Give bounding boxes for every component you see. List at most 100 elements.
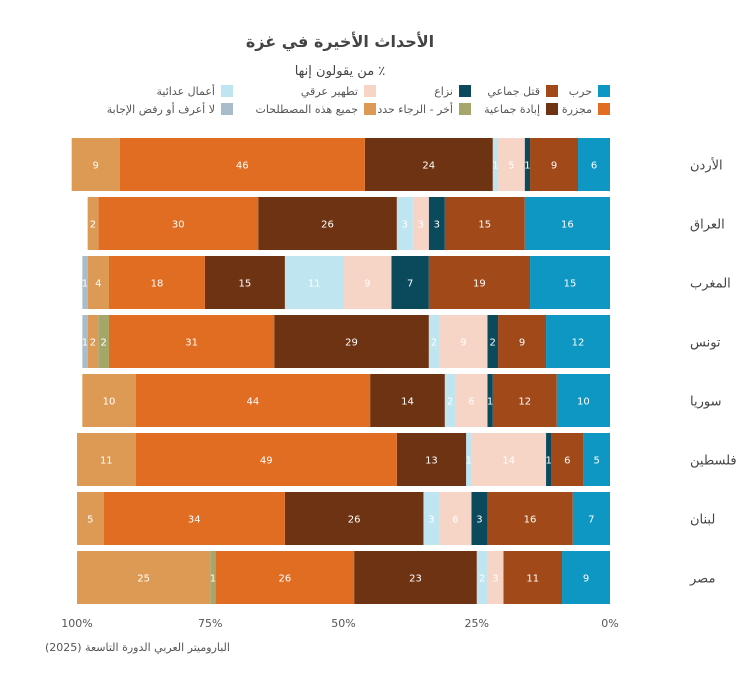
- bar-label-justice-7: 2: [479, 574, 485, 585]
- bar-dk-2: [82, 256, 88, 309]
- bar-conflict-0: [524, 138, 531, 191]
- bar-massacre-3: [498, 315, 547, 368]
- legend-label-conflict: نزاع: [434, 85, 453, 98]
- bar-label-genocide-3: 29: [345, 338, 358, 349]
- x-tick-label: 50%: [331, 617, 355, 630]
- bar-all-6: [77, 492, 104, 545]
- bar-other-3: [98, 315, 109, 368]
- bar-war-1: [524, 197, 610, 250]
- bar-war-6: [572, 492, 610, 545]
- bar-ethnic-5: [471, 433, 547, 486]
- bar-genocide-7: [354, 551, 477, 604]
- bar-label-justice-0: 1: [492, 161, 498, 172]
- bar-label-genocide-7: 23: [409, 574, 422, 585]
- bar-label-all-0: 9: [92, 161, 98, 172]
- bar-carnage-2: [108, 256, 205, 309]
- bar-massacre-5: [551, 433, 584, 486]
- bar-carnage-5: [135, 433, 397, 486]
- bar-ethnic-1: [412, 197, 429, 250]
- bar-label-ethnic-3: 9: [460, 338, 466, 349]
- bar-carnage-3: [108, 315, 275, 368]
- bar-label-conflict-5: 1: [546, 456, 552, 467]
- category-label: المغرب: [690, 277, 731, 292]
- bar-label-conflict-4: 1: [487, 397, 493, 408]
- bar-conflict-3: [487, 315, 499, 368]
- x-tick-label: 25%: [465, 617, 489, 630]
- bar-label-carnage-6: 34: [188, 515, 201, 526]
- bar-label-carnage-5: 49: [260, 456, 273, 467]
- bar-label-ethnic-7: 3: [492, 574, 498, 585]
- legend-swatch-war: [598, 85, 610, 97]
- bar-label-war-3: 12: [572, 338, 585, 349]
- bar-ethnic-2: [343, 256, 392, 309]
- bar-justice-4: [444, 374, 456, 427]
- bar-conflict-1: [428, 197, 445, 250]
- bar-label-conflict-6: 3: [476, 515, 482, 526]
- bars: 6915124469161533326302151979111518411292…: [71, 138, 610, 604]
- bar-label-genocide-5: 13: [425, 456, 438, 467]
- bar-label-genocide-6: 26: [348, 515, 361, 526]
- bar-ethnic-3: [439, 315, 488, 368]
- category-label: فلسطين: [690, 454, 737, 469]
- bar-label-all-1: 2: [90, 220, 96, 231]
- bar-genocide-1: [258, 197, 397, 250]
- category-labels: الأردن العراق المغرب تونس سوريا فلسطين لبنان مص…: [689, 157, 737, 587]
- legend-swatch-ethnic: [364, 85, 376, 97]
- bar-label-justice-3: 2: [431, 338, 437, 349]
- bar-genocide-6: [284, 492, 424, 545]
- bar-justice-2: [284, 256, 344, 309]
- bar-all-4: [82, 374, 136, 427]
- bar-label-massacre-1: 15: [478, 220, 491, 231]
- bar-label-ethnic-2: 9: [364, 279, 370, 290]
- legend-swatch-conflict: [459, 85, 471, 97]
- bar-label-carnage-1: 30: [172, 220, 185, 231]
- legend-label-genocide: إبادة جماعية: [484, 103, 540, 116]
- legend-swatch-dk: [221, 103, 233, 115]
- legend-label-other: أخر - الرجاء حدد: [377, 102, 453, 116]
- bar-label-war-0: 6: [591, 161, 597, 172]
- bar-genocide-0: [364, 138, 493, 191]
- bar-dk-3: [82, 315, 88, 368]
- bar-label-war-6: 7: [588, 515, 594, 526]
- bar-label-ethnic-4: 6: [468, 397, 474, 408]
- legend-label-carnage: مجزرة: [562, 103, 592, 116]
- bar-label-all-6: 5: [87, 515, 93, 526]
- bar-massacre-6: [487, 492, 573, 545]
- category-label: العراق: [690, 218, 725, 233]
- category-label: سوريا: [690, 395, 721, 410]
- bar-label-genocide-2: 15: [239, 279, 252, 290]
- bar-label-ethnic-1: 3: [418, 220, 424, 231]
- legend-swatch-other: [459, 103, 471, 115]
- bar-justice-0: [492, 138, 499, 191]
- bar-label-justice-1: 3: [402, 220, 408, 231]
- bar-justice-3: [428, 315, 440, 368]
- bar-label-carnage-7: 26: [279, 574, 292, 585]
- bar-label-ethnic-5: 14: [502, 456, 515, 467]
- bar-all-0: [71, 138, 120, 191]
- category-label: مصر: [689, 572, 715, 587]
- bar-label-justice-5: 1: [466, 456, 472, 467]
- chart-subtitle: ٪ من يقولون إنها: [294, 64, 386, 79]
- bar-all-7: [77, 551, 211, 604]
- bar-label-conflict-3: 2: [490, 338, 496, 349]
- bar-label-all-3: 2: [90, 338, 96, 349]
- legend-swatch-genocide: [546, 103, 558, 115]
- bar-label-all-7: 25: [137, 574, 150, 585]
- bar-war-0: [578, 138, 610, 191]
- bar-label-justice-4: 2: [447, 397, 453, 408]
- legend-label-all: جميع هذه المصطلحات: [256, 103, 358, 116]
- category-label: تونس: [690, 336, 721, 351]
- bar-massacre-4: [492, 374, 557, 427]
- bar-carnage-1: [98, 197, 259, 250]
- legend-label-ethnic: تطهير عرقي: [301, 85, 358, 98]
- bar-label-dk-3: 1: [82, 338, 88, 349]
- bar-label-war-1: 16: [561, 220, 574, 231]
- bar-massacre-2: [428, 256, 531, 309]
- x-tick-label: 0%: [601, 617, 618, 630]
- bar-label-conflict-0: 1: [524, 161, 530, 172]
- bar-label-all-2: 4: [95, 279, 101, 290]
- bar-label-ethnic-0: 5: [508, 161, 514, 172]
- bar-carnage-0: [119, 138, 365, 191]
- bar-all-2: [87, 256, 109, 309]
- bar-conflict-2: [391, 256, 429, 309]
